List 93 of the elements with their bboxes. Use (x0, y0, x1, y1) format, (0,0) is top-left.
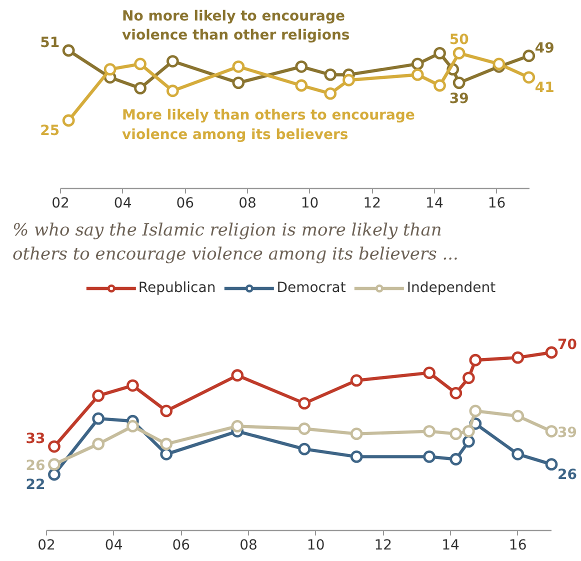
point (462, 435, 475, 448)
data-label: 50 (449, 32, 470, 48)
point (423, 366, 436, 380)
data-label: 33 (26, 431, 46, 448)
x-tick-label: 02 (52, 196, 70, 212)
point (492, 58, 506, 70)
point (166, 84, 179, 98)
data-label: 49 (534, 40, 554, 56)
point (512, 410, 524, 422)
x-tick-label: 10 (300, 196, 319, 212)
point (411, 68, 424, 81)
x-tick-label: 16 (488, 196, 506, 212)
x-tick-label: 02 (38, 538, 56, 554)
data-label: 41 (534, 80, 554, 96)
point (462, 372, 475, 384)
x-tick-label: 14 (426, 196, 444, 212)
x-tick-label: 08 (240, 538, 258, 554)
point (92, 438, 105, 450)
x-tick-label: 12 (374, 538, 392, 554)
point (545, 458, 558, 471)
point (48, 440, 60, 453)
point (423, 450, 436, 463)
series-label: No more likely to encourage violence than other religions (122, 8, 350, 44)
point (324, 68, 337, 81)
x-tick-label: 12 (363, 196, 382, 212)
point (166, 55, 179, 68)
point (450, 453, 462, 466)
data-label: 22 (26, 477, 46, 493)
point (92, 412, 105, 425)
point (434, 79, 446, 92)
point (450, 428, 462, 440)
data-label: 26 (26, 458, 46, 474)
x-tick-label: 08 (238, 196, 256, 212)
x-tick-label: 06 (172, 538, 190, 554)
data-label: 26 (558, 466, 577, 483)
point (298, 397, 311, 410)
data-label: 51 (40, 35, 60, 51)
point (411, 58, 424, 70)
point (126, 420, 139, 432)
point (434, 47, 446, 60)
data-label: 25 (40, 123, 60, 139)
point (423, 425, 436, 438)
point (92, 390, 105, 402)
point (512, 448, 524, 460)
point (350, 450, 363, 463)
point (295, 60, 308, 73)
point (350, 428, 363, 440)
point (134, 58, 146, 70)
point (232, 76, 245, 89)
point (452, 76, 466, 89)
point (545, 346, 558, 359)
point (295, 79, 308, 92)
point (469, 354, 482, 366)
point (450, 386, 462, 400)
point (298, 422, 311, 435)
point (104, 63, 116, 76)
data-label: 39 (449, 90, 469, 107)
point (231, 369, 244, 382)
point (512, 351, 524, 364)
point (522, 50, 536, 62)
x-tick-label: 16 (508, 538, 527, 554)
x-tick-label: 04 (114, 196, 132, 212)
point (350, 374, 363, 387)
x-tick-label: 06 (176, 196, 194, 212)
x-tick-label: 04 (104, 538, 123, 554)
point (462, 425, 475, 438)
legend-label: Republican (138, 280, 216, 296)
point (324, 87, 337, 100)
point (342, 74, 355, 86)
point (231, 420, 244, 432)
point (469, 404, 482, 418)
point (545, 425, 558, 438)
data-label: 70 (558, 337, 578, 353)
legend-label: Independent (406, 280, 496, 296)
point (160, 404, 173, 418)
point (62, 44, 75, 57)
point (232, 60, 245, 73)
point (48, 468, 60, 481)
point (48, 458, 60, 471)
x-tick-label: 14 (442, 538, 460, 554)
x-tick-label: 10 (306, 538, 325, 554)
point (298, 442, 311, 456)
point (160, 438, 173, 450)
data-label: 39 (558, 424, 577, 441)
point (134, 82, 146, 94)
point (160, 448, 173, 460)
point (522, 71, 536, 84)
chart-title: % who say the Islamic religion is more likely than others to encourage violence among its believers ... (12, 220, 458, 264)
text: More likely than others to encourage violence among its believers (122, 108, 415, 143)
point (452, 47, 466, 60)
legend-label: Democrat (276, 280, 346, 296)
point (126, 379, 139, 392)
point (62, 114, 75, 127)
